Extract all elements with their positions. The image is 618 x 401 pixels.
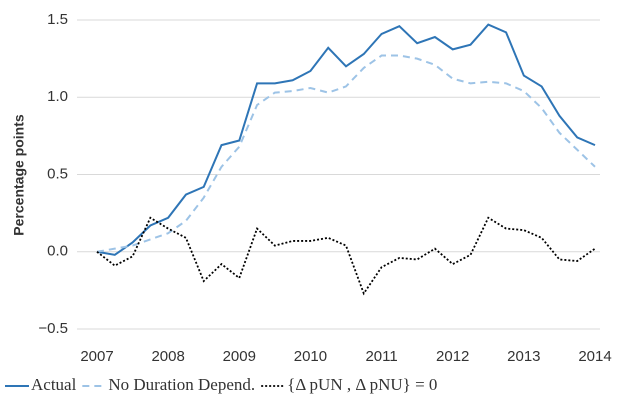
x-tick-label: 2012 [436, 348, 469, 365]
series-line [96, 54, 596, 253]
y-tick-label: −0.5 [38, 320, 68, 337]
x-tick-label: 2008 [151, 348, 184, 365]
series-line [96, 23, 596, 256]
y-tick-label: 0.5 [47, 165, 68, 182]
legend-label: No Duration Depend. [108, 375, 255, 394]
y-axis-label: Percentage points [11, 114, 27, 236]
x-tick-label: 2007 [80, 348, 113, 365]
y-tick-label: 1.0 [47, 88, 68, 105]
y-tick-label: 0.0 [47, 243, 68, 260]
y-tick-label: 1.5 [47, 11, 68, 28]
legend: Actual No Duration Depend. {Δ pUN , Δ pNU}… [5, 375, 437, 394]
x-tick-label: 2009 [223, 348, 256, 365]
legend-label: Actual [31, 375, 77, 394]
series-line [96, 216, 596, 296]
x-tick-label: 2013 [507, 348, 540, 365]
legend-label: {Δ pUN , Δ pNU} = 0 [287, 375, 437, 394]
x-tick-label: 2014 [578, 348, 611, 365]
x-tick-label: 2011 [365, 348, 397, 365]
x-tick-label: 2010 [294, 348, 327, 365]
